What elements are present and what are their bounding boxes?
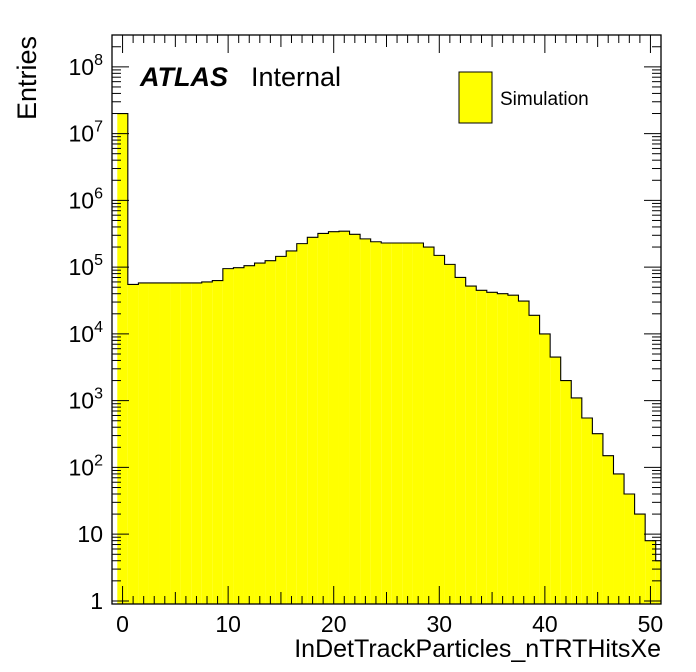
histogram-bar xyxy=(507,295,519,604)
histogram-bar xyxy=(423,247,435,604)
y-tick-label: 108 xyxy=(69,52,104,80)
histogram-bar xyxy=(159,282,171,604)
histogram-bar xyxy=(539,333,551,604)
histogram-bar xyxy=(444,264,456,604)
histogram-bar xyxy=(180,282,192,604)
histogram-bar xyxy=(391,242,403,604)
histogram-bar xyxy=(265,260,276,604)
axis-ticks xyxy=(112,34,662,604)
histogram-bar xyxy=(296,243,308,604)
histogram-bar xyxy=(571,397,582,604)
x-tick-label: 50 xyxy=(638,611,664,637)
histogram-bar xyxy=(634,514,646,604)
histogram-bar xyxy=(381,242,392,604)
atlas-label: ATLAS xyxy=(139,62,228,92)
histogram-bar xyxy=(338,231,350,604)
histogram-bar xyxy=(148,282,160,604)
histogram-bar xyxy=(645,540,656,604)
histogram-bar xyxy=(138,282,149,604)
histogram-bar xyxy=(560,380,572,604)
y-tick-labels: 1 10 102 103 104 105 106 107 108 xyxy=(69,52,104,614)
histogram-outline xyxy=(117,112,661,562)
histogram-bar xyxy=(360,238,371,605)
histogram-bar xyxy=(127,284,139,604)
histogram-bar xyxy=(349,234,361,604)
histogram-bar xyxy=(592,433,603,604)
x-tick-label: 20 xyxy=(321,611,347,637)
y-tick-label: 107 xyxy=(69,119,104,147)
y-tick-label: 102 xyxy=(69,452,104,480)
y-axis-label: Entries xyxy=(12,36,42,120)
y-tick-label: 103 xyxy=(69,386,104,414)
y-tick-label: 105 xyxy=(69,252,104,280)
x-axis-label: InDetTrackParticles_nTRTHitsXe xyxy=(294,635,661,663)
histogram-bar xyxy=(328,231,339,604)
histogram-bar xyxy=(317,233,329,604)
x-tick-labels: 0 10 20 30 40 50 xyxy=(116,611,663,637)
histogram-bar xyxy=(254,263,266,604)
legend-label: Simulation xyxy=(500,89,589,110)
histogram-bar xyxy=(212,280,223,604)
histogram-bar xyxy=(307,237,318,604)
histogram-bar xyxy=(518,301,530,604)
histogram-bar xyxy=(233,267,244,604)
x-tick-label: 0 xyxy=(116,611,129,637)
y-tick-label: 106 xyxy=(69,185,104,213)
histogram-bar xyxy=(117,113,128,605)
histogram-bar xyxy=(370,241,382,604)
histogram-bar xyxy=(465,286,477,604)
y-tick-label: 10 xyxy=(77,521,103,547)
x-tick-label: 10 xyxy=(215,611,241,637)
histogram-bar xyxy=(624,493,635,604)
histogram-bar xyxy=(286,250,297,605)
histogram-bar xyxy=(275,256,287,604)
histogram-bar xyxy=(550,357,561,604)
histogram-bar xyxy=(529,315,540,604)
y-tick-label: 1 xyxy=(90,588,103,614)
histogram-bar xyxy=(201,281,213,604)
histogram-bar xyxy=(243,265,255,604)
histogram-bar xyxy=(486,292,498,604)
histogram-bar xyxy=(655,560,661,604)
histogram-bar xyxy=(455,277,466,604)
histogram-bars xyxy=(117,112,661,605)
histogram-bar xyxy=(581,417,593,604)
histogram-bar xyxy=(497,293,508,604)
histogram-bar xyxy=(613,473,625,604)
x-tick-label: 40 xyxy=(532,611,558,637)
x-tick-label: 30 xyxy=(426,611,452,637)
histogram-bar xyxy=(602,455,614,604)
histogram-bar xyxy=(434,255,445,604)
legend-swatch xyxy=(458,71,493,124)
histogram-bar xyxy=(170,282,181,604)
histogram-bar xyxy=(191,282,202,604)
histogram-bar xyxy=(476,290,487,604)
histogram-bar xyxy=(222,268,234,604)
histogram-bar xyxy=(412,242,424,604)
internal-label: Internal xyxy=(251,62,341,92)
y-tick-label: 104 xyxy=(69,319,104,347)
histogram-bar xyxy=(402,242,413,604)
